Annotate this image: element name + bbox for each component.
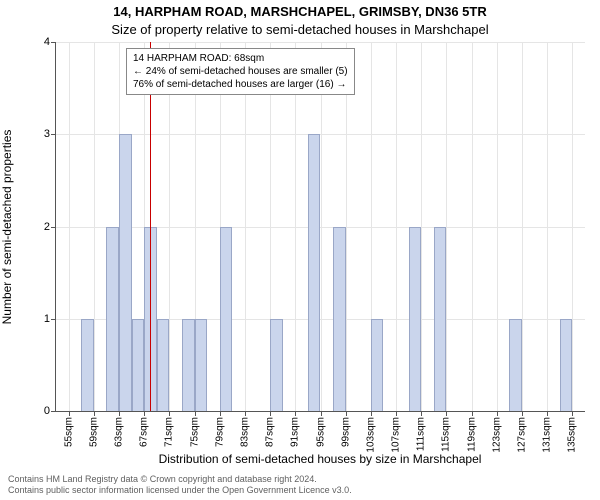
xtick-mark <box>169 411 170 416</box>
xtick-mark <box>346 411 347 416</box>
gridline-vertical <box>522 42 523 411</box>
ytick-label: 0 <box>44 405 50 417</box>
xtick-label: 67sqm <box>139 417 150 447</box>
histogram-bar <box>195 319 208 411</box>
footer-line2: Contains public sector information licen… <box>8 485 352 496</box>
histogram-bar <box>509 319 522 411</box>
histogram-bar <box>220 227 233 412</box>
xtick-mark <box>497 411 498 416</box>
ytick-mark <box>51 411 56 412</box>
xtick-label: 59sqm <box>88 417 99 447</box>
xtick-label: 75sqm <box>189 417 200 447</box>
annotation-box: 14 HARPHAM ROAD: 68sqm← 24% of semi-deta… <box>126 48 355 95</box>
histogram-bar <box>434 227 447 412</box>
xtick-mark <box>522 411 523 416</box>
xtick-mark <box>295 411 296 416</box>
ytick-mark <box>51 319 56 320</box>
annotation-line3: 76% of semi-detached houses are larger (… <box>133 78 348 91</box>
gridline-vertical <box>472 42 473 411</box>
ytick-mark <box>51 227 56 228</box>
histogram-bar <box>157 319 170 411</box>
gridline-vertical <box>94 42 95 411</box>
gridline-vertical <box>446 42 447 411</box>
histogram-bar <box>371 319 384 411</box>
xtick-label: 119sqm <box>466 417 477 452</box>
xtick-mark <box>321 411 322 416</box>
xtick-mark <box>421 411 422 416</box>
xtick-mark <box>396 411 397 416</box>
histogram-bar <box>119 134 132 411</box>
histogram-bar <box>409 227 422 412</box>
gridline-vertical <box>169 42 170 411</box>
xtick-label: 79sqm <box>214 417 225 447</box>
xtick-mark <box>94 411 95 416</box>
xtick-label: 95sqm <box>315 417 326 447</box>
gridline-vertical <box>69 42 70 411</box>
ytick-mark <box>51 42 56 43</box>
xtick-mark <box>572 411 573 416</box>
footer-attribution: Contains HM Land Registry data © Crown c… <box>8 474 352 497</box>
xtick-mark <box>119 411 120 416</box>
xtick-mark <box>195 411 196 416</box>
ytick-label: 1 <box>44 313 50 325</box>
gridline-vertical <box>321 42 322 411</box>
gridline-vertical <box>497 42 498 411</box>
gridline-vertical <box>346 42 347 411</box>
xtick-label: 63sqm <box>113 417 124 447</box>
xtick-label: 135sqm <box>567 417 578 453</box>
chart-title-line2: Size of property relative to semi-detach… <box>0 22 600 37</box>
xtick-label: 111sqm <box>416 417 427 451</box>
ytick-label: 2 <box>44 221 50 233</box>
reference-line <box>150 42 151 411</box>
xtick-label: 107sqm <box>391 417 402 453</box>
xtick-label: 131sqm <box>542 417 553 453</box>
xtick-label: 87sqm <box>265 417 276 447</box>
xtick-label: 55sqm <box>63 417 74 447</box>
xtick-label: 91sqm <box>290 417 301 447</box>
chart-container: 14, HARPHAM ROAD, MARSHCHAPEL, GRIMSBY, … <box>0 0 600 500</box>
xtick-mark <box>220 411 221 416</box>
histogram-bar <box>132 319 145 411</box>
xtick-mark <box>371 411 372 416</box>
gridline-vertical <box>245 42 246 411</box>
ytick-label: 3 <box>44 128 50 140</box>
gridline-vertical <box>547 42 548 411</box>
x-axis-label: Distribution of semi-detached houses by … <box>55 452 585 466</box>
xtick-mark <box>472 411 473 416</box>
xtick-mark <box>547 411 548 416</box>
xtick-mark <box>69 411 70 416</box>
xtick-label: 115sqm <box>441 417 452 452</box>
histogram-bar <box>81 319 94 411</box>
histogram-bar <box>270 319 283 411</box>
ytick-label: 4 <box>44 36 50 48</box>
histogram-bar <box>308 134 321 411</box>
ytick-mark <box>51 134 56 135</box>
xtick-label: 71sqm <box>164 417 175 447</box>
xtick-mark <box>446 411 447 416</box>
annotation-line2: ← 24% of semi-detached houses are smalle… <box>133 65 348 78</box>
xtick-mark <box>245 411 246 416</box>
annotation-line1: 14 HARPHAM ROAD: 68sqm <box>133 52 348 65</box>
xtick-label: 123sqm <box>491 417 502 453</box>
gridline-vertical <box>295 42 296 411</box>
xtick-label: 103sqm <box>365 417 376 453</box>
xtick-label: 127sqm <box>517 417 528 453</box>
xtick-mark <box>270 411 271 416</box>
histogram-bar <box>560 319 573 411</box>
y-axis-label: Number of semi-detached properties <box>0 42 18 412</box>
xtick-label: 83sqm <box>239 417 250 447</box>
gridline-vertical <box>572 42 573 411</box>
xtick-label: 99sqm <box>340 417 351 447</box>
gridline-vertical <box>421 42 422 411</box>
histogram-bar <box>182 319 195 411</box>
chart-title-line1: 14, HARPHAM ROAD, MARSHCHAPEL, GRIMSBY, … <box>0 4 600 19</box>
gridline-vertical <box>396 42 397 411</box>
footer-line1: Contains HM Land Registry data © Crown c… <box>8 474 352 485</box>
histogram-bar <box>333 227 346 412</box>
plot-area: 0123455sqm59sqm63sqm67sqm71sqm75sqm79sqm… <box>55 42 585 412</box>
histogram-bar <box>106 227 119 412</box>
xtick-mark <box>144 411 145 416</box>
